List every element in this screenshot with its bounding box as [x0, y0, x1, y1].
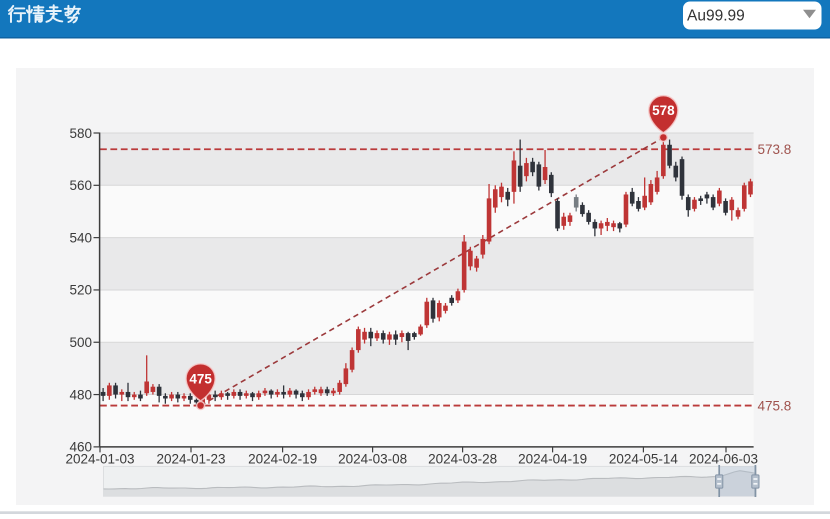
svg-text:460: 460 [69, 440, 92, 455]
svg-text:475: 475 [189, 371, 212, 386]
svg-text:2024-06-03: 2024-06-03 [689, 451, 758, 466]
svg-text:2024-05-14: 2024-05-14 [609, 451, 679, 466]
svg-text:580: 580 [69, 126, 92, 141]
svg-text:480: 480 [69, 387, 92, 402]
svg-text:475.8: 475.8 [758, 398, 792, 413]
svg-text:Au99.99: Au99.99 [687, 7, 745, 24]
svg-text:2024-02-19: 2024-02-19 [248, 451, 317, 466]
svg-text:2024-03-28: 2024-03-28 [428, 451, 497, 466]
svg-text:540: 540 [69, 230, 92, 245]
svg-text:573.8: 573.8 [758, 142, 792, 157]
svg-text:578: 578 [652, 103, 675, 118]
svg-text:2024-01-03: 2024-01-03 [65, 451, 134, 466]
svg-text:560: 560 [69, 178, 92, 193]
svg-text:500: 500 [69, 335, 92, 350]
svg-text:2024-04-19: 2024-04-19 [518, 451, 587, 466]
svg-text:520: 520 [69, 283, 92, 298]
svg-text:2024-03-08: 2024-03-08 [338, 451, 407, 466]
svg-text:2024-01-23: 2024-01-23 [156, 451, 225, 466]
